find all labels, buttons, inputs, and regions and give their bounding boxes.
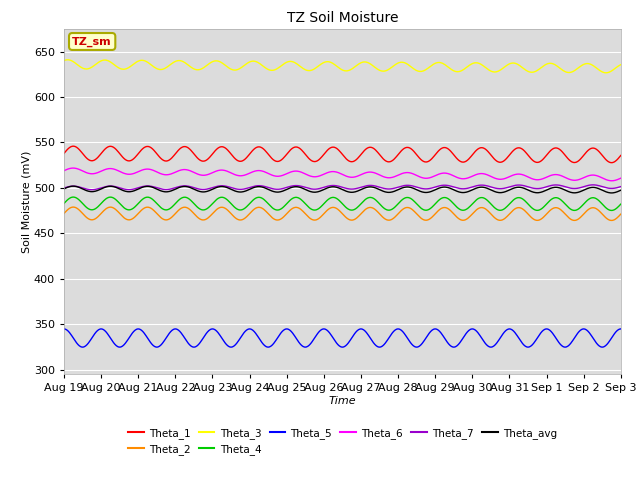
- Theta_6: [617, 175, 625, 181]
- Theta_1: [617, 153, 625, 158]
- Theta_4: [483, 197, 491, 203]
- X-axis label: Time: Time: [328, 396, 356, 406]
- Theta_4: [384, 207, 392, 213]
- Theta_7: [384, 186, 392, 192]
- Theta_6: [483, 172, 491, 178]
- Theta_4: [95, 203, 102, 209]
- Theta_7: [60, 185, 68, 191]
- Title: TZ Soil Moisture: TZ Soil Moisture: [287, 11, 398, 25]
- Theta_avg: [608, 190, 616, 196]
- Theta_3: [60, 58, 68, 63]
- Theta_5: [264, 344, 272, 350]
- Legend: Theta_1, Theta_2, Theta_3, Theta_4, Theta_5, Theta_6, Theta_7, Theta_avg: Theta_1, Theta_2, Theta_3, Theta_4, Thet…: [124, 424, 561, 459]
- Theta_1: [483, 148, 491, 154]
- Line: Theta_1: Theta_1: [64, 146, 621, 163]
- Theta_7: [540, 185, 548, 191]
- Theta_6: [60, 168, 68, 174]
- Theta_5: [617, 326, 625, 332]
- Theta_7: [415, 185, 423, 191]
- Theta_1: [60, 151, 68, 156]
- Theta_avg: [69, 183, 77, 189]
- Theta_3: [399, 60, 406, 65]
- Theta_7: [617, 184, 625, 190]
- Theta_5: [94, 327, 102, 333]
- Theta_4: [399, 196, 406, 202]
- Theta_avg: [95, 187, 102, 193]
- Theta_1: [95, 154, 102, 159]
- Theta_2: [540, 214, 548, 219]
- Theta_5: [384, 336, 392, 342]
- Theta_7: [88, 187, 96, 192]
- Theta_5: [483, 342, 491, 348]
- Theta_6: [399, 170, 406, 176]
- Theta_3: [384, 67, 392, 72]
- Theta_avg: [483, 185, 491, 191]
- Theta_2: [608, 217, 616, 223]
- Y-axis label: Soil Moisture (mV): Soil Moisture (mV): [21, 150, 31, 253]
- Theta_4: [540, 204, 548, 209]
- Theta_4: [617, 201, 625, 207]
- Theta_7: [95, 186, 102, 192]
- Theta_3: [95, 59, 102, 65]
- Theta_3: [540, 62, 548, 68]
- Line: Theta_7: Theta_7: [64, 185, 621, 190]
- Theta_4: [415, 204, 423, 210]
- Theta_6: [69, 165, 77, 171]
- Theta_avg: [540, 188, 548, 194]
- Line: Theta_avg: Theta_avg: [64, 186, 621, 193]
- Theta_3: [63, 57, 71, 62]
- Theta_5: [415, 343, 423, 349]
- Theta_6: [95, 169, 102, 175]
- Theta_4: [608, 207, 616, 213]
- Theta_2: [95, 213, 102, 219]
- Theta_6: [415, 174, 423, 180]
- Line: Theta_2: Theta_2: [64, 207, 621, 220]
- Theta_avg: [384, 190, 392, 195]
- Theta_2: [69, 204, 77, 210]
- Theta_6: [608, 178, 616, 184]
- Line: Theta_4: Theta_4: [64, 197, 621, 210]
- Theta_5: [540, 327, 548, 333]
- Theta_2: [415, 214, 423, 220]
- Theta_3: [415, 69, 423, 74]
- Theta_1: [384, 159, 392, 165]
- Theta_avg: [617, 187, 625, 193]
- Theta_6: [540, 175, 548, 181]
- Theta_1: [399, 147, 406, 153]
- Theta_1: [608, 160, 616, 166]
- Theta_1: [540, 155, 548, 161]
- Theta_2: [399, 206, 406, 212]
- Theta_2: [483, 207, 491, 213]
- Theta_4: [60, 201, 68, 206]
- Theta_2: [617, 211, 625, 217]
- Theta_3: [617, 62, 625, 68]
- Theta_2: [60, 211, 68, 216]
- Theta_7: [399, 183, 406, 189]
- Theta_avg: [415, 188, 423, 194]
- Line: Theta_5: Theta_5: [64, 329, 621, 347]
- Theta_2: [384, 217, 392, 223]
- Theta_1: [415, 155, 423, 161]
- Theta_avg: [60, 186, 68, 192]
- Theta_7: [589, 182, 596, 188]
- Theta_7: [483, 183, 491, 189]
- Theta_1: [69, 144, 77, 149]
- Theta_5: [60, 326, 68, 332]
- Theta_avg: [399, 185, 406, 191]
- Theta_4: [69, 194, 77, 200]
- Line: Theta_3: Theta_3: [64, 60, 621, 73]
- Theta_3: [602, 70, 610, 76]
- Theta_3: [483, 66, 491, 72]
- Theta_5: [399, 329, 406, 335]
- Theta_6: [384, 175, 392, 180]
- Text: TZ_sm: TZ_sm: [72, 36, 112, 47]
- Line: Theta_6: Theta_6: [64, 168, 621, 181]
